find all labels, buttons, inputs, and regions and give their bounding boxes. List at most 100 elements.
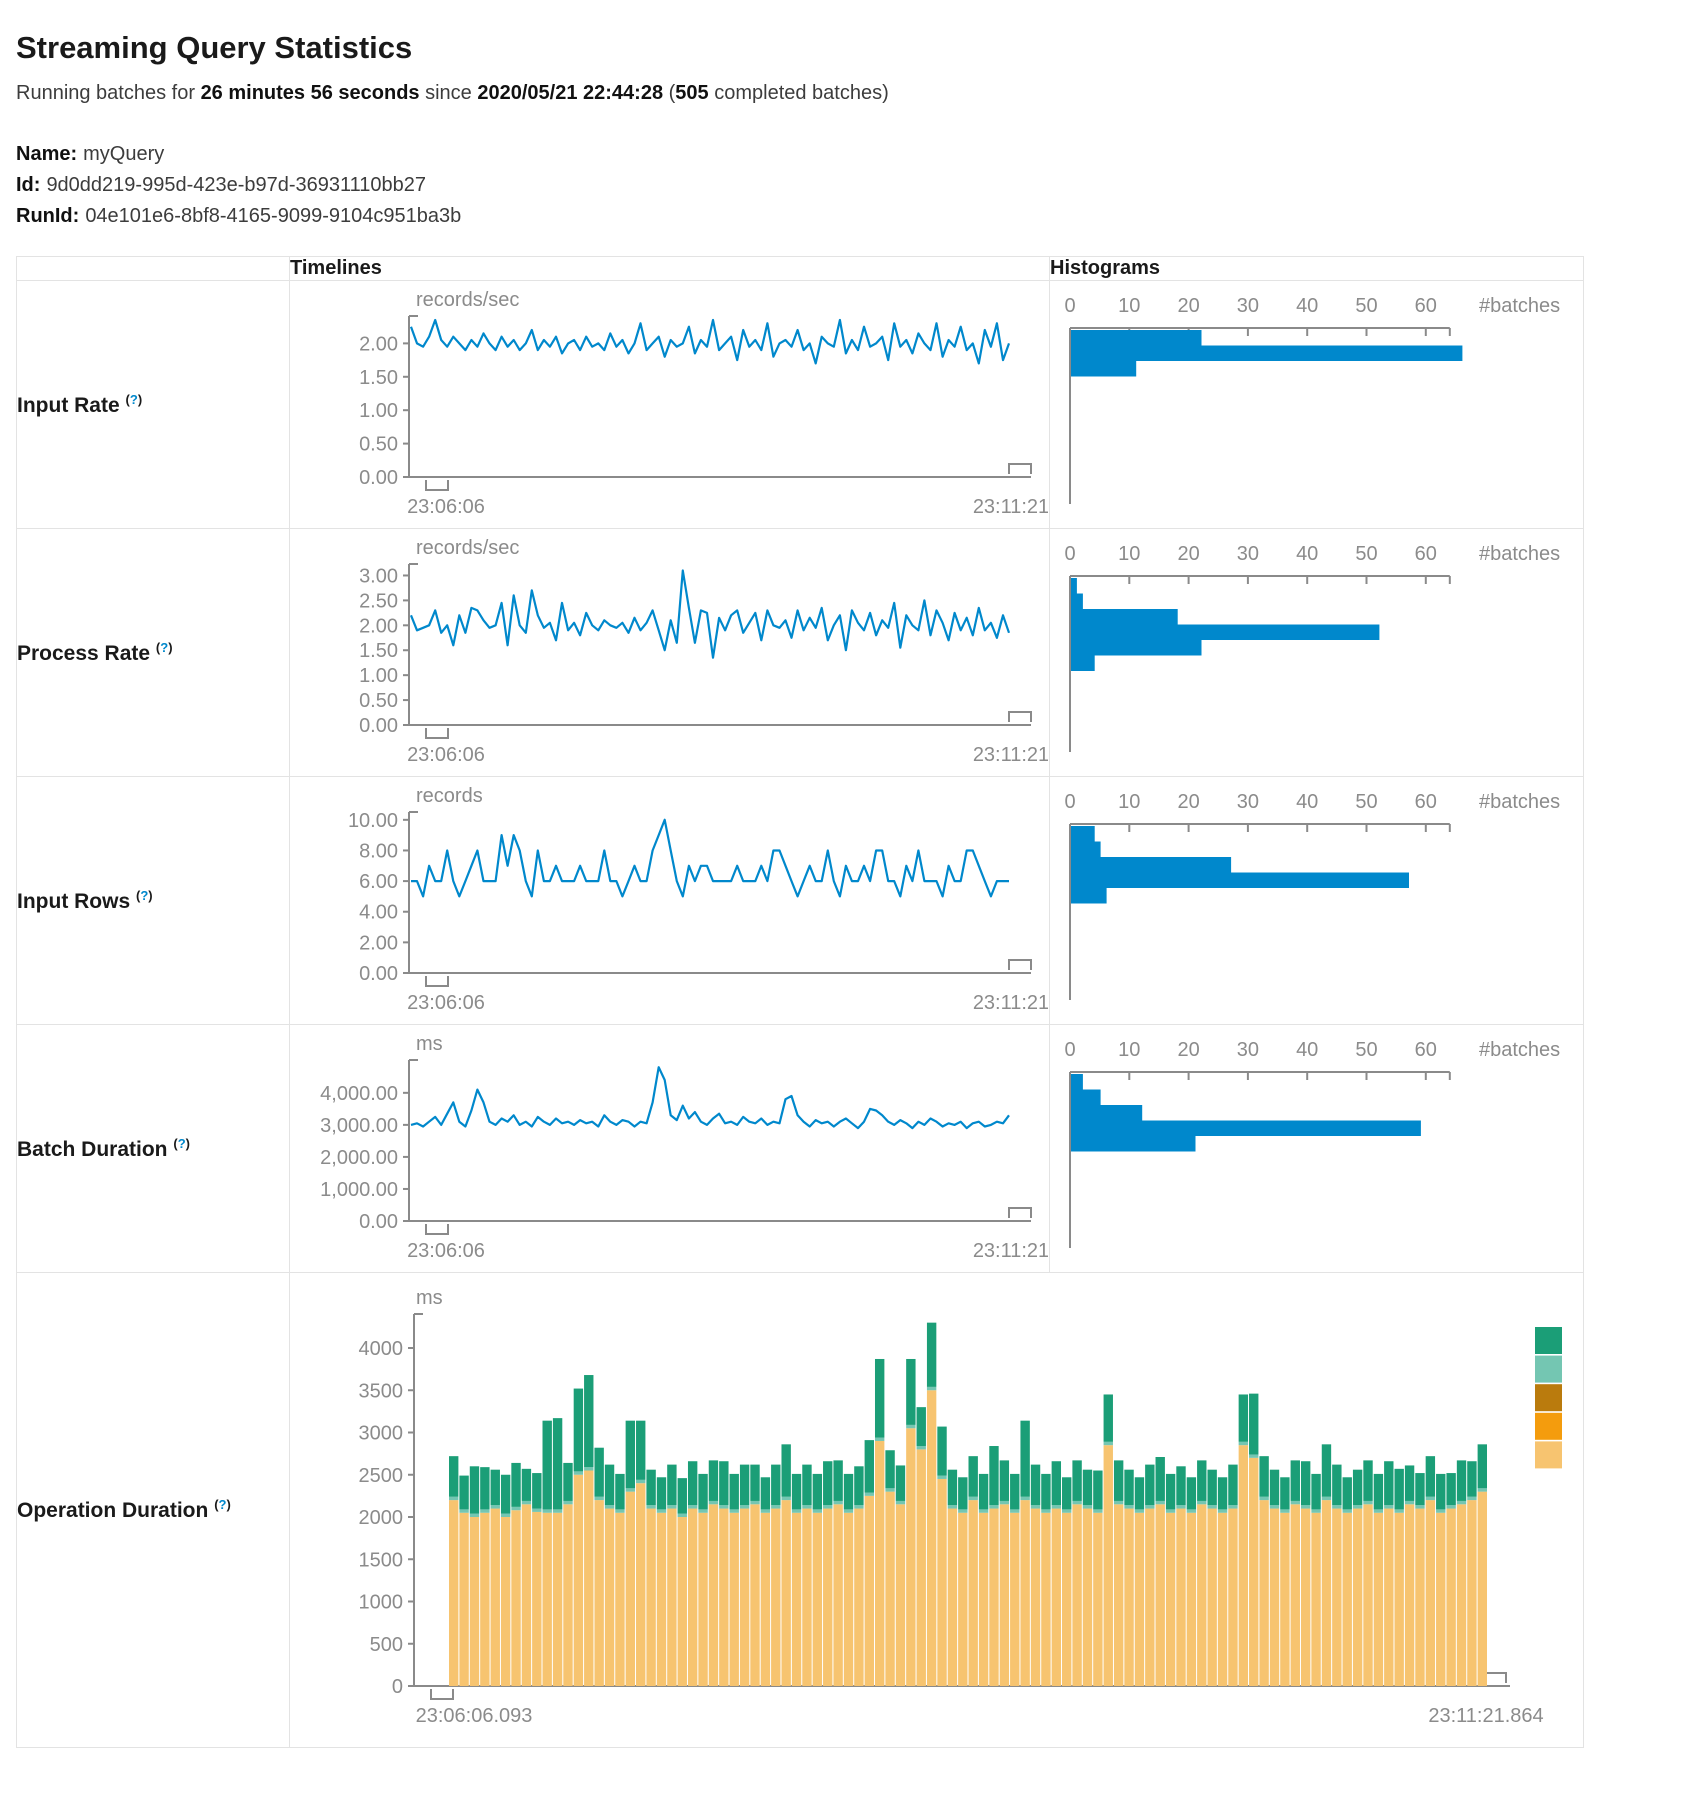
svg-text:#batches: #batches: [1479, 1039, 1560, 1061]
svg-text:20: 20: [1177, 791, 1199, 813]
process-rate-label-cell: Process Rate (?): [16, 528, 290, 777]
stacked-bar-segment: [760, 1509, 771, 1513]
process-rate-timeline-svg: 0.00 0.50 1.00 1.50 2.00 2.50 3.00 records/sec 2…: [359, 537, 1048, 766]
input-rows-histogram-svg: 0 10 20 30 40 50 60 #batches: [1064, 791, 1560, 1000]
stacked-bar-segment: [542, 1509, 552, 1513]
legend-swatch: [1535, 1384, 1562, 1412]
stacked-bar-segment: [1280, 1512, 1290, 1686]
stacked-bar-segment: [584, 1470, 594, 1686]
histogram-bin-bar: [1071, 624, 1380, 640]
help-tooltip-icon[interactable]: (?): [214, 1497, 231, 1512]
page: Streaming Query Statistics Running batch…: [16, 30, 1677, 1748]
stacked-bar-segment: [1456, 1460, 1467, 1501]
stacked-bar-segment: [667, 1464, 677, 1506]
stacked-bar-segment: [1477, 1444, 1487, 1489]
stacked-bar-segment: [812, 1509, 823, 1513]
help-tooltip-icon[interactable]: (?): [173, 1135, 190, 1151]
stacked-bar-segment: [1228, 1508, 1238, 1686]
stacked-bar-segment: [1259, 1496, 1269, 1501]
stacked-bar-segment: [500, 1474, 511, 1514]
stacked-bar-segment: [687, 1505, 698, 1509]
stacked-bar-segment: [781, 1444, 791, 1497]
histogram-bin-bar: [1071, 1089, 1101, 1105]
stacked-bar-segment: [1415, 1505, 1425, 1509]
stacked-bar-segment: [511, 1462, 521, 1507]
svg-text:3.00: 3.00: [359, 565, 398, 587]
timelines-header: Timelines: [289, 256, 1050, 281]
stacked-bar-segment: [1134, 1477, 1145, 1510]
stacked-bar-segment: [771, 1505, 781, 1509]
stacked-bar-segment: [906, 1428, 916, 1686]
stacked-bar-segment: [739, 1464, 750, 1506]
stacked-bar-segment: [511, 1510, 521, 1686]
query-id-value: 9d0dd219-995d-423e-b97d-36931110bb27: [46, 174, 427, 196]
stacked-bar-segment: [584, 1467, 594, 1471]
query-meta: Name: myQuery Id: 9d0dd219-995d-423e-b97d-…: [16, 139, 1677, 232]
stacked-bar-segment: [521, 1500, 532, 1505]
stacked-bar-segment: [1425, 1500, 1436, 1686]
running-summary: Running batches for 26 minutes 56 second…: [16, 82, 1677, 105]
stacked-bar-segment: [833, 1504, 843, 1686]
stacked-bar-segment: [1300, 1461, 1311, 1506]
stacked-bar-segment: [1352, 1505, 1363, 1509]
stacked-bar-segment: [864, 1440, 874, 1493]
stacked-bar-segment: [833, 1460, 843, 1501]
row-label: Input Rows: [17, 889, 131, 913]
stacked-bar-segment: [1030, 1505, 1041, 1509]
stacked-bar-segment: [677, 1513, 687, 1517]
stacked-bar-segment: [667, 1505, 677, 1509]
stacked-bar-segment: [1134, 1509, 1145, 1513]
stacked-bar-segment: [1238, 1445, 1249, 1686]
svg-text:10: 10: [1118, 543, 1140, 565]
query-name-value: myQuery: [83, 143, 165, 165]
stacked-bar-segment: [1155, 1457, 1165, 1501]
stacked-bar-segment: [1321, 1496, 1332, 1501]
stacked-bar-segment: [802, 1505, 812, 1509]
stacked-bar-segment: [926, 1386, 937, 1391]
stacked-bar-segment: [1124, 1505, 1134, 1509]
stacked-bar-segment: [947, 1508, 958, 1686]
stacked-bar-segment: [791, 1473, 802, 1510]
stacked-bar-segment: [1300, 1505, 1311, 1509]
help-tooltip-icon[interactable]: (?): [136, 887, 153, 903]
stacked-bar-segment: [750, 1464, 760, 1501]
help-tooltip-icon[interactable]: (?): [125, 391, 143, 407]
stacked-bar-segment: [1238, 1441, 1249, 1446]
stacked-bar-segment: [636, 1420, 646, 1480]
stacked-bar-segment: [895, 1504, 906, 1686]
stacked-bar-segment: [594, 1447, 604, 1497]
stacked-bar-segment: [895, 1500, 906, 1505]
query-runid-line: RunId: 04e101e6-8bf8-4165-9099-9104c951ba…: [16, 201, 1677, 232]
stacked-bar-segment: [750, 1500, 760, 1505]
svg-text:30: 30: [1237, 295, 1259, 317]
stacked-bar-segment: [802, 1508, 812, 1686]
svg-text:4000: 4000: [359, 1338, 404, 1360]
streaming-stats-table: Timelines Histograms Input Rate (?) 0.00…: [16, 256, 1584, 1748]
stacked-bar-segment: [449, 1456, 459, 1497]
help-tooltip-icon[interactable]: (?): [155, 639, 173, 655]
stacked-bar-segment: [989, 1508, 999, 1686]
batch-duration-histogram-chart: 0 10 20 30 40 50 60 #batches: [1049, 1024, 1584, 1273]
stacked-bar-segment: [521, 1504, 532, 1686]
svg-text:2.00: 2.00: [359, 333, 398, 355]
svg-text:50: 50: [1355, 1039, 1377, 1061]
stacked-bar-segment: [1404, 1465, 1415, 1501]
stacked-bar-segment: [823, 1461, 833, 1506]
stacked-bar-segment: [1332, 1508, 1342, 1686]
stacked-bar-segment: [1269, 1469, 1280, 1506]
svg-text:#batches: #batches: [1479, 543, 1560, 565]
stacked-bar-segment: [750, 1504, 760, 1686]
stacked-bar-segment: [552, 1509, 563, 1513]
stacked-bar-segment: [573, 1388, 584, 1472]
stacked-bar-segment: [968, 1456, 978, 1497]
input-rate-label-cell: Input Rate (?): [16, 280, 290, 529]
stacked-bar-segment: [480, 1509, 490, 1513]
stacked-bar-segment: [1415, 1508, 1425, 1686]
stacked-bar-segment: [480, 1512, 490, 1686]
stacked-bar-segment: [978, 1509, 989, 1513]
stacked-bar-segment: [937, 1426, 947, 1476]
stacked-bar-segment: [1228, 1505, 1238, 1509]
stacked-bar-segment: [1280, 1509, 1290, 1513]
stacked-bar-segment: [1041, 1473, 1051, 1510]
stacked-bar-segment: [615, 1512, 625, 1686]
